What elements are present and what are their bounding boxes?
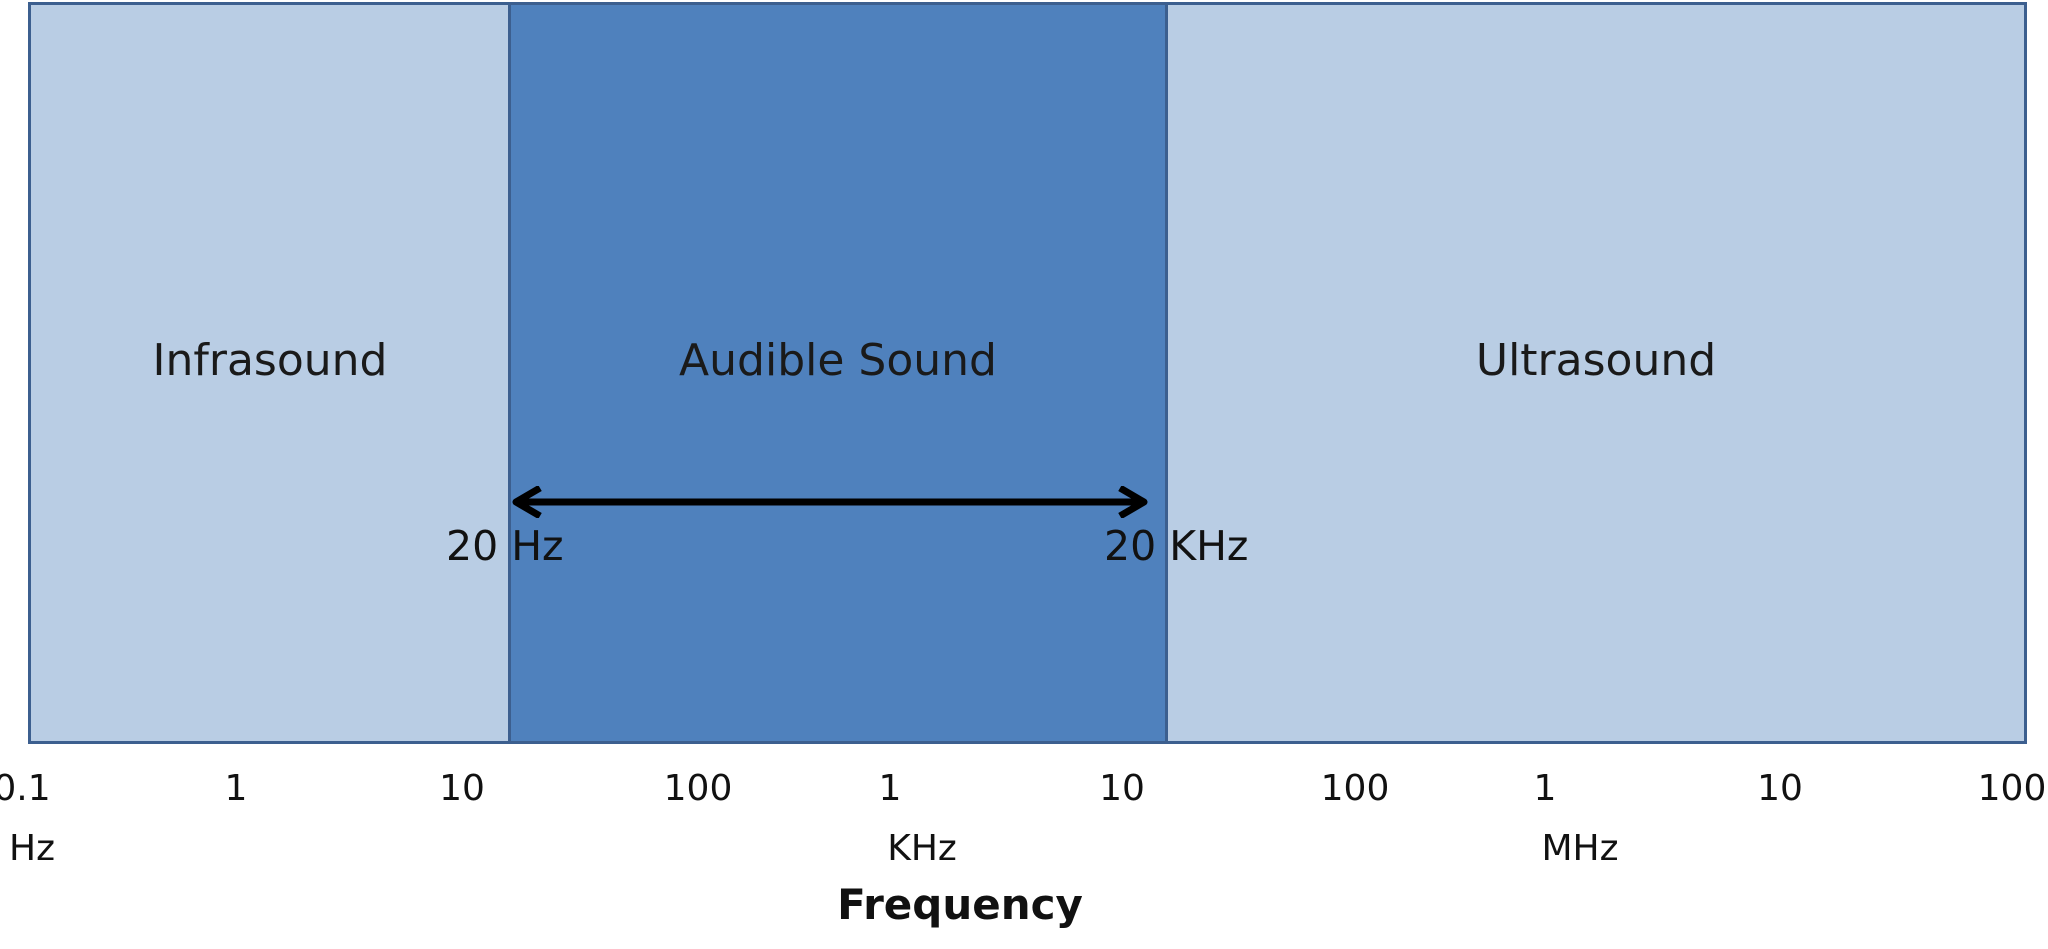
audible-sound-region: Audible Sound bbox=[508, 2, 1168, 744]
tick-label: 1 bbox=[224, 768, 248, 809]
tick-label: 0.1 bbox=[0, 768, 51, 809]
ultrasound-region: Ultrasound bbox=[1165, 2, 2027, 744]
unit-label-hz: Hz bbox=[9, 828, 55, 869]
infrasound-region: Infrasound bbox=[28, 2, 512, 744]
tick-label: 100 bbox=[663, 768, 733, 809]
audible-sound-label: Audible Sound bbox=[679, 335, 997, 386]
high-limit-label: 20 KHz bbox=[1104, 522, 1249, 570]
double-arrow-icon bbox=[512, 486, 1148, 518]
tick-label: 10 bbox=[1099, 768, 1145, 809]
unit-label-khz: KHz bbox=[887, 828, 957, 869]
axis-title: Frequency bbox=[837, 880, 1083, 929]
infrasound-label: Infrasound bbox=[152, 335, 388, 386]
unit-label-mhz: MHz bbox=[1541, 828, 1619, 869]
tick-label: 100 bbox=[1320, 768, 1390, 809]
tick-label: 100 bbox=[1977, 768, 2047, 809]
ultrasound-label: Ultrasound bbox=[1475, 335, 1717, 386]
low-limit-label: 20 Hz bbox=[446, 522, 564, 570]
tick-label: 10 bbox=[1757, 768, 1803, 809]
tick-label: 1 bbox=[1533, 768, 1557, 809]
tick-label: 10 bbox=[439, 768, 485, 809]
tick-label: 1 bbox=[878, 768, 902, 809]
